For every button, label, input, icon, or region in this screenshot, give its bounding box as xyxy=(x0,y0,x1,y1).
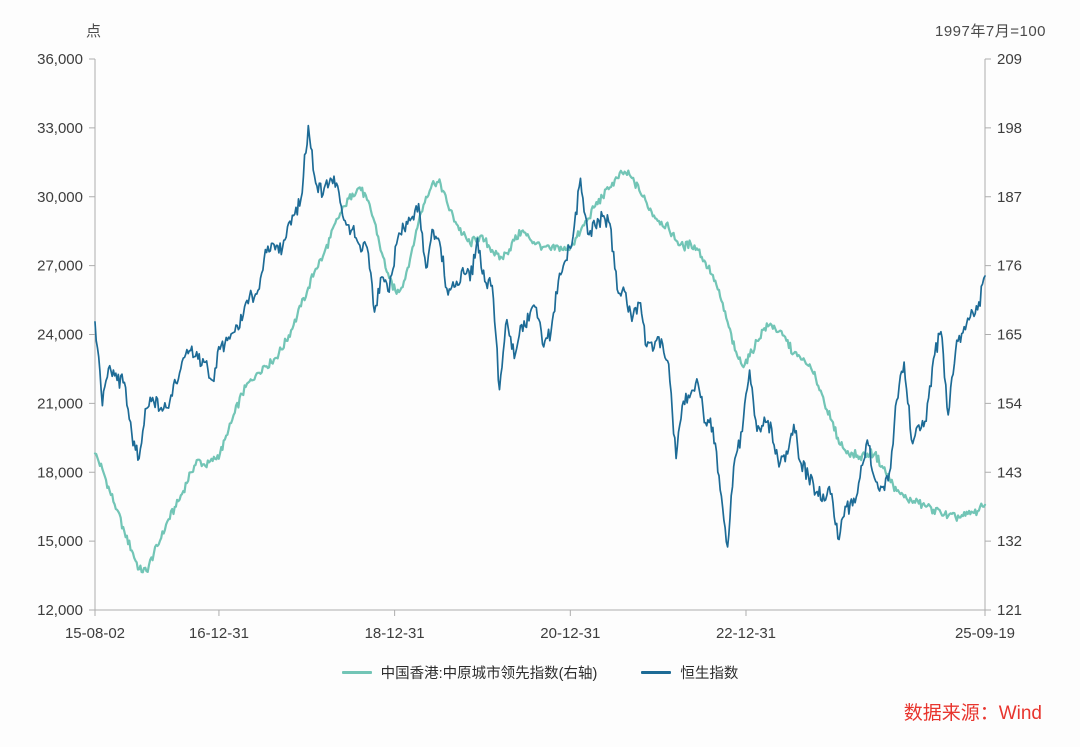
legend-label-hsi: 恒生指数 xyxy=(680,666,739,682)
left-axis-tick-label: 18,000 xyxy=(37,464,83,481)
legend-swatch-hsi xyxy=(641,671,672,674)
line-chart: 36,000 33,000 30,000 27,000 24,000 21,000 18,0… xyxy=(37,51,1022,642)
right-axis-tick-label: 187 xyxy=(997,189,1022,206)
left-axis-unit-label: 点 xyxy=(86,23,102,40)
left-axis-tick-label: 36,000 xyxy=(37,51,83,68)
right-axis-tick-label: 132 xyxy=(997,533,1022,550)
left-axis-tick-label: 27,000 xyxy=(37,258,83,275)
right-axis-base-note: 1997年7月=100 xyxy=(935,23,1046,40)
x-axis-tick-label: 15-08-02 xyxy=(65,625,125,642)
right-axis-tick-label: 154 xyxy=(997,395,1022,412)
left-axis-tick-label: 15,000 xyxy=(37,533,83,550)
legend-swatch-ccl xyxy=(341,671,372,674)
right-axis-tick-label: 165 xyxy=(997,327,1022,344)
right-axis-tick-label: 209 xyxy=(997,51,1022,68)
left-axis-tick-label: 30,000 xyxy=(37,189,83,206)
right-axis-tick-label: 176 xyxy=(997,258,1022,275)
legend-item-hsi: 恒生指数 xyxy=(641,662,738,683)
x-axis-tick-label: 25-09-19 xyxy=(955,625,1015,642)
right-axis-tick-label: 121 xyxy=(997,602,1022,619)
x-axis-tick-label: 16-12-31 xyxy=(189,625,249,642)
left-axis-tick-label: 21,000 xyxy=(37,395,83,412)
x-axis-tick-label: 20-12-31 xyxy=(540,625,600,642)
left-axis-tick-label: 12,000 xyxy=(37,602,83,619)
series-line-hsi xyxy=(94,124,986,548)
x-axis-tick-label: 22-12-31 xyxy=(716,625,776,642)
chart-legend: 中国香港:中原城市领先指数(右轴) 恒生指数 xyxy=(0,662,1080,683)
right-axis-tick-label: 198 xyxy=(997,120,1022,137)
legend-label-ccl: 中国香港:中原城市领先指数(右轴) xyxy=(380,666,598,682)
legend-item-ccl: 中国香港:中原城市领先指数(右轴) xyxy=(341,662,598,683)
right-axis-tick-label: 143 xyxy=(997,464,1022,481)
left-axis-tick-label: 33,000 xyxy=(37,120,83,137)
data-source-label: 数据来源：Wind xyxy=(903,703,1042,724)
left-axis-tick-label: 24,000 xyxy=(37,327,83,344)
series-line-ccl xyxy=(93,169,987,574)
x-axis-tick-label: 18-12-31 xyxy=(365,625,425,642)
